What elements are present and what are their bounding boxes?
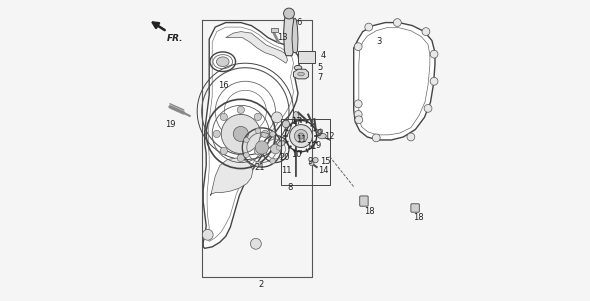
Text: 10: 10 bbox=[291, 150, 302, 159]
Circle shape bbox=[237, 106, 244, 113]
Text: 17: 17 bbox=[291, 117, 301, 126]
Circle shape bbox=[313, 157, 318, 163]
Circle shape bbox=[284, 8, 294, 19]
Text: 8: 8 bbox=[287, 183, 293, 192]
Circle shape bbox=[255, 141, 268, 154]
Circle shape bbox=[233, 126, 248, 141]
Circle shape bbox=[276, 145, 282, 150]
Circle shape bbox=[254, 113, 261, 120]
Text: 4: 4 bbox=[320, 51, 326, 60]
Circle shape bbox=[271, 112, 283, 123]
Polygon shape bbox=[203, 23, 300, 248]
Polygon shape bbox=[292, 18, 298, 53]
Circle shape bbox=[355, 116, 363, 124]
Circle shape bbox=[422, 28, 430, 36]
Circle shape bbox=[424, 104, 432, 112]
Ellipse shape bbox=[318, 133, 326, 139]
Text: 9: 9 bbox=[307, 157, 313, 166]
FancyBboxPatch shape bbox=[411, 204, 419, 212]
Text: 14: 14 bbox=[319, 166, 329, 175]
Text: 12: 12 bbox=[324, 132, 335, 141]
Circle shape bbox=[309, 161, 314, 166]
Polygon shape bbox=[293, 69, 309, 79]
Circle shape bbox=[237, 154, 244, 162]
Text: 7: 7 bbox=[317, 73, 323, 82]
Circle shape bbox=[250, 238, 261, 249]
Text: 15: 15 bbox=[320, 157, 330, 166]
FancyBboxPatch shape bbox=[360, 196, 368, 206]
Text: 19: 19 bbox=[165, 120, 175, 129]
Circle shape bbox=[394, 19, 401, 26]
Text: 16: 16 bbox=[218, 81, 229, 90]
Polygon shape bbox=[211, 158, 253, 196]
Text: 9: 9 bbox=[316, 141, 321, 150]
Circle shape bbox=[355, 43, 362, 51]
Circle shape bbox=[372, 134, 380, 142]
Text: 11: 11 bbox=[281, 166, 292, 175]
Text: 21: 21 bbox=[254, 163, 265, 172]
Circle shape bbox=[270, 158, 276, 164]
Text: 2: 2 bbox=[259, 280, 264, 289]
Circle shape bbox=[271, 144, 280, 154]
Circle shape bbox=[244, 137, 249, 143]
Circle shape bbox=[430, 77, 438, 85]
Circle shape bbox=[407, 133, 415, 141]
Ellipse shape bbox=[294, 112, 299, 119]
Circle shape bbox=[283, 120, 290, 128]
Circle shape bbox=[254, 147, 261, 155]
Text: 9: 9 bbox=[317, 129, 322, 138]
Circle shape bbox=[255, 128, 261, 133]
Circle shape bbox=[220, 113, 227, 120]
Ellipse shape bbox=[217, 57, 229, 67]
Circle shape bbox=[244, 152, 249, 158]
Polygon shape bbox=[284, 11, 294, 56]
Text: 6: 6 bbox=[297, 18, 302, 27]
Text: 18: 18 bbox=[363, 207, 374, 216]
Circle shape bbox=[290, 125, 313, 147]
Polygon shape bbox=[226, 32, 287, 63]
FancyBboxPatch shape bbox=[298, 51, 314, 63]
Circle shape bbox=[213, 130, 220, 138]
Circle shape bbox=[355, 100, 362, 108]
Text: 13: 13 bbox=[277, 33, 287, 42]
Circle shape bbox=[430, 50, 438, 58]
Text: 20: 20 bbox=[279, 153, 290, 162]
Text: 11: 11 bbox=[306, 142, 317, 151]
Circle shape bbox=[202, 229, 213, 240]
Text: 11: 11 bbox=[296, 135, 306, 144]
Ellipse shape bbox=[298, 72, 304, 76]
Text: 5: 5 bbox=[317, 63, 323, 72]
Polygon shape bbox=[353, 23, 435, 140]
Text: 18: 18 bbox=[413, 213, 424, 222]
Circle shape bbox=[294, 129, 307, 143]
Circle shape bbox=[261, 130, 268, 138]
Circle shape bbox=[355, 110, 362, 118]
Circle shape bbox=[298, 133, 304, 139]
Polygon shape bbox=[317, 129, 323, 135]
Circle shape bbox=[221, 114, 260, 154]
Circle shape bbox=[255, 162, 261, 167]
Ellipse shape bbox=[278, 141, 285, 146]
Circle shape bbox=[270, 131, 276, 137]
Text: 3: 3 bbox=[376, 37, 382, 46]
Circle shape bbox=[224, 90, 267, 132]
Text: FR.: FR. bbox=[167, 34, 183, 43]
Ellipse shape bbox=[294, 65, 301, 70]
FancyBboxPatch shape bbox=[271, 28, 278, 32]
Circle shape bbox=[220, 147, 227, 155]
Circle shape bbox=[365, 23, 373, 31]
